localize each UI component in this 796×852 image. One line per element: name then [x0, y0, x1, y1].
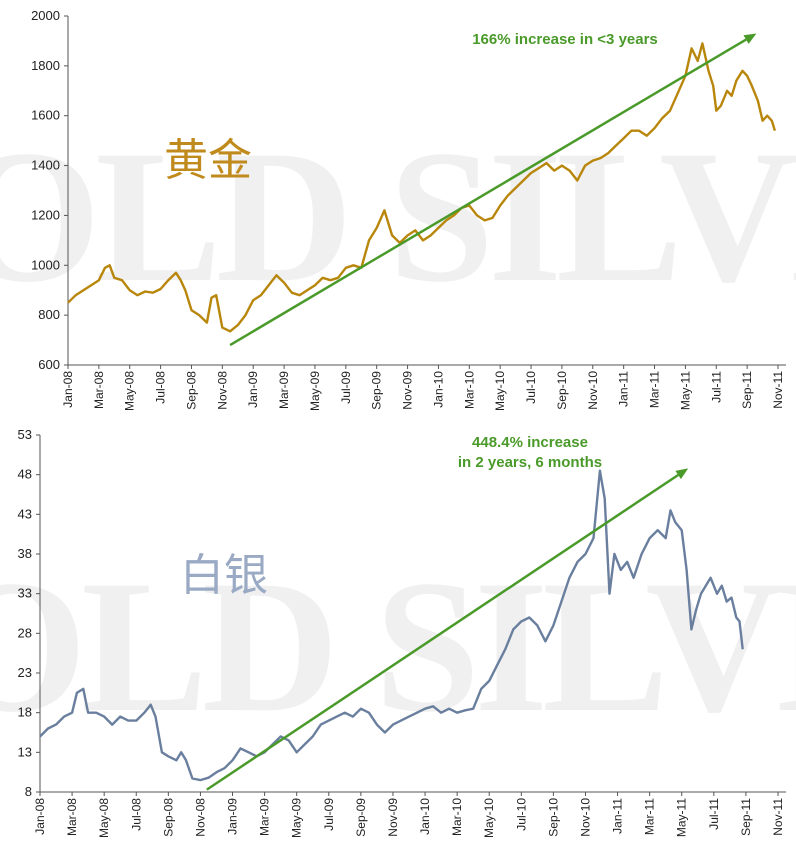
x-tick-label: Jan-10: [418, 798, 432, 835]
x-tick-label: May-11: [675, 798, 689, 837]
x-tick-label: Mar-09: [258, 798, 272, 836]
x-tick-label: Jan-09: [246, 371, 260, 408]
x-tick-label: Jul-08: [129, 798, 143, 831]
x-tick-label: Jan-09: [226, 798, 240, 835]
y-tick-label: 18: [18, 705, 32, 720]
price-series-line: [67, 42, 777, 333]
x-tick-label: Sep-11: [739, 798, 753, 836]
x-tick-label: Mar-10: [462, 371, 476, 409]
trend-arrow-head: [675, 468, 689, 480]
x-tick-label: May-09: [290, 798, 304, 838]
silver-price-panel: GOLD SILVER 8 13 18 23 28 33 38 43 48 53 Jan-08 Mar-…: [0, 427, 796, 838]
x-tick-label: Jul-09: [322, 798, 336, 831]
annotation-text: in 2 years, 6 months: [458, 454, 602, 471]
x-tick-label: Mar-11: [643, 798, 657, 835]
y-tick-label: 8: [25, 784, 32, 799]
y-tick-label: 48: [18, 467, 32, 482]
x-tick-label: Nov-10: [578, 798, 592, 837]
gold-price-panel: GOLD SILVER 600 800 1000 1200 1400 1600 1800 200…: [0, 8, 796, 411]
y-tick-label: 38: [18, 546, 32, 561]
x-tick-label: Nov-09: [401, 371, 415, 410]
x-tick-label: Jul-10: [524, 371, 538, 404]
x-tick-label: Nov-11: [771, 798, 785, 836]
x-tick-label: Jan-10: [431, 371, 445, 408]
annotation-text: 166% increase in <3 years: [472, 31, 658, 48]
y-tick-label: 28: [18, 625, 32, 640]
watermark-text: GOLD SILVER: [0, 542, 796, 752]
y-tick-label: 1800: [31, 58, 60, 73]
metal-label: 白银: [180, 550, 268, 601]
x-tick-label: Jul-11: [707, 798, 721, 830]
y-tick-label: 600: [38, 357, 60, 372]
x-tick-label: Jan-11: [617, 371, 631, 407]
price-series-line: [39, 469, 744, 782]
y-tick-label: 1600: [31, 108, 60, 123]
x-tick-label: May-08: [123, 371, 137, 411]
x-tick-label: Nov-10: [586, 371, 600, 410]
x-tick-label: Sep-10: [555, 371, 569, 410]
metal-label: 黄金: [164, 135, 252, 186]
x-tick-label: Sep-09: [370, 371, 384, 410]
x-tick-label: Mar-10: [450, 798, 464, 836]
x-tick-label: May-09: [308, 371, 322, 411]
x-tick-label: Mar-11: [648, 371, 662, 408]
x-tick-label: Nov-08: [215, 371, 229, 410]
x-tick-label: Mar-08: [92, 371, 106, 409]
x-tick-label: Mar-08: [65, 798, 79, 836]
x-tick-label: Jul-10: [514, 798, 528, 831]
x-tick-label: May-10: [482, 798, 496, 838]
watermark-text: GOLD SILVER: [0, 112, 796, 322]
x-tick-label: May-11: [678, 371, 692, 410]
y-tick-label: 43: [18, 506, 32, 521]
x-tick-label: May-10: [493, 371, 507, 411]
x-tick-label: Nov-09: [386, 798, 400, 837]
y-tick-label: 13: [18, 744, 32, 759]
x-tick-label: Mar-09: [277, 371, 291, 409]
x-tick-label: Jul-11: [709, 371, 723, 403]
y-tick-label: 800: [38, 307, 60, 322]
x-tick-label: Jan-08: [33, 798, 47, 835]
trend-arrow-head: [743, 33, 757, 44]
x-tick-label: Nov-11: [771, 371, 785, 409]
x-tick-label: May-08: [97, 798, 111, 838]
x-tick-label: Jul-08: [154, 371, 168, 404]
annotation-text: 448.4% increase: [472, 434, 588, 451]
y-tick-label: 33: [18, 586, 32, 601]
trend-arrow-line: [206, 473, 679, 791]
y-tick-label: 1200: [31, 207, 60, 222]
x-tick-label: Jan-11: [611, 798, 625, 834]
x-tick-label: Sep-08: [161, 798, 175, 837]
x-tick-label: Sep-11: [740, 371, 754, 409]
y-tick-label: 23: [18, 665, 32, 680]
x-tick-label: Sep-10: [546, 798, 560, 837]
y-tick-label: 1400: [31, 158, 60, 173]
x-tick-label: Sep-08: [184, 371, 198, 410]
y-tick-label: 2000: [31, 8, 60, 23]
x-tick-label: Jan-08: [61, 371, 75, 408]
x-tick-label: Sep-09: [354, 798, 368, 837]
y-tick-label: 1000: [31, 257, 60, 272]
y-tick-label: 53: [18, 427, 32, 442]
trend-arrow-line: [229, 38, 747, 347]
x-tick-label: Nov-08: [193, 798, 207, 837]
x-tick-label: Jul-09: [339, 371, 353, 404]
